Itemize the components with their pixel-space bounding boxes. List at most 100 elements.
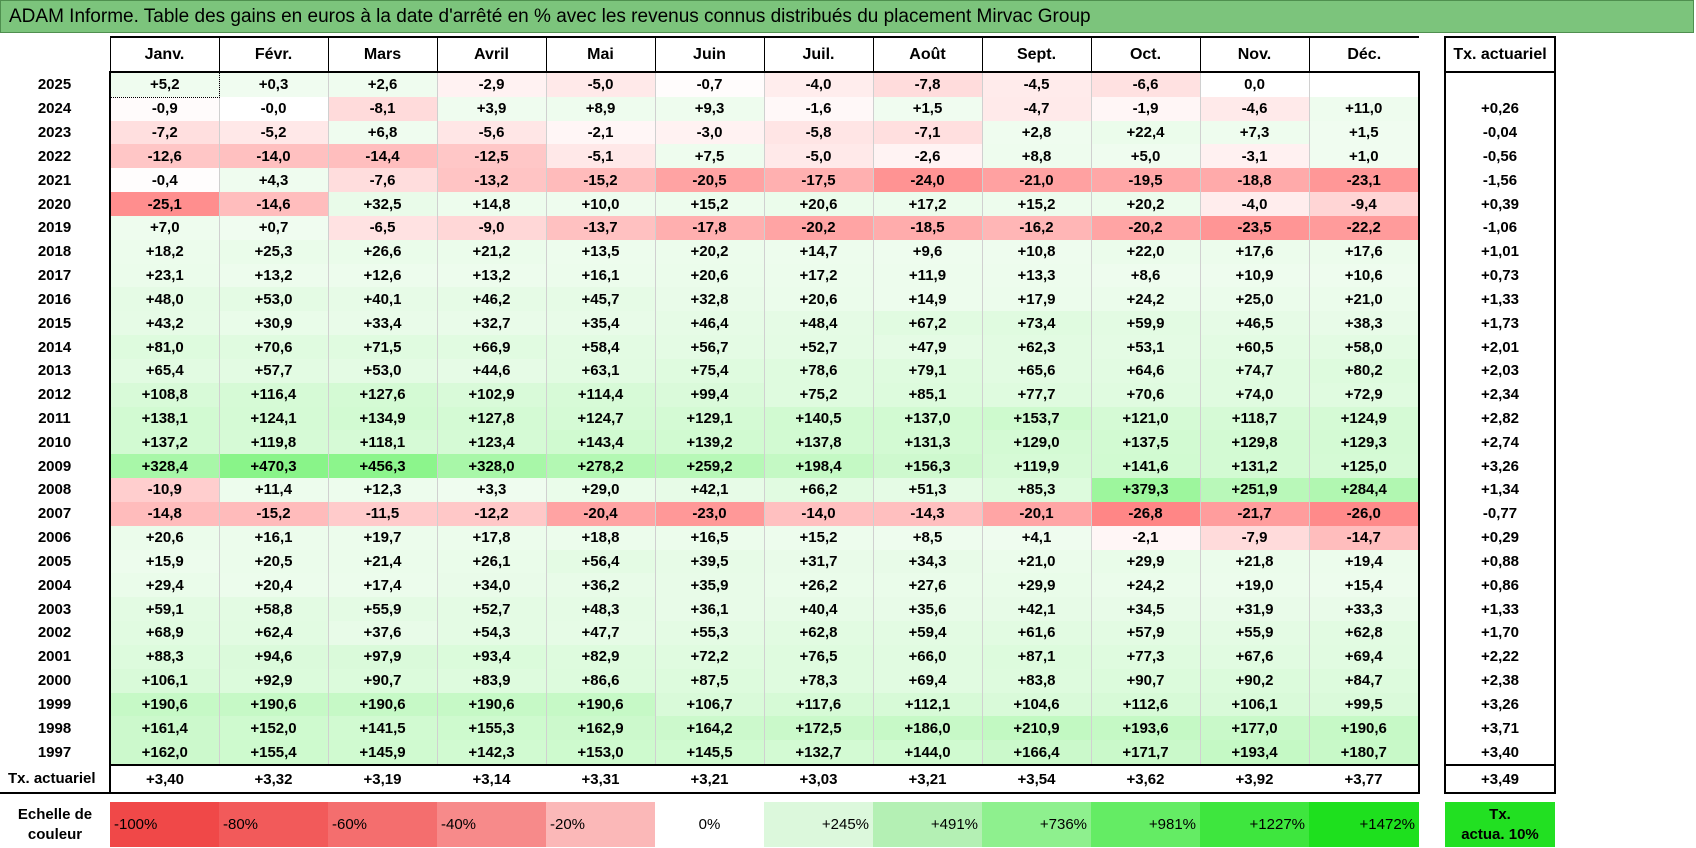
tx-cell: -1,06 bbox=[1444, 215, 1556, 240]
value-cell: +32,5 bbox=[328, 192, 438, 216]
value-cell: +36,1 bbox=[655, 597, 765, 622]
value-cell: +69,4 bbox=[1309, 644, 1420, 669]
tx-cell: +1,33 bbox=[1444, 287, 1556, 312]
year-label: 2023 bbox=[37, 124, 72, 142]
value-cell: +78,6 bbox=[764, 358, 874, 383]
month-header-11: Déc. bbox=[1308, 36, 1419, 73]
value-cell: +20,2 bbox=[655, 239, 765, 264]
value-cell: +94,6 bbox=[219, 644, 329, 669]
tx-row-total: +3,49 bbox=[1444, 765, 1556, 795]
value-cell: +15,2 bbox=[655, 192, 765, 216]
value-cell: +19,4 bbox=[1309, 549, 1420, 574]
tx-row-value: +3,03 bbox=[764, 765, 873, 795]
value-cell: +62,3 bbox=[982, 335, 1092, 359]
value-cell: +14,9 bbox=[873, 287, 983, 312]
year-label: 1999 bbox=[37, 695, 72, 713]
value-cell: -20,4 bbox=[546, 501, 656, 526]
value-cell: +10,6 bbox=[1309, 263, 1420, 288]
value-cell: +75,4 bbox=[655, 358, 765, 383]
value-cell: +93,4 bbox=[437, 644, 547, 669]
tx-cell: -0,04 bbox=[1444, 120, 1556, 145]
value-cell: +152,0 bbox=[219, 716, 329, 741]
value-cell: +57,7 bbox=[219, 358, 329, 383]
value-cell: +59,9 bbox=[1091, 311, 1201, 336]
value-cell: +20,6 bbox=[655, 263, 765, 288]
value-cell: +8,5 bbox=[873, 525, 983, 550]
value-cell: +116,4 bbox=[219, 382, 329, 407]
value-cell: +5,2 bbox=[109, 71, 220, 98]
value-cell: +65,6 bbox=[982, 358, 1092, 383]
value-cell: -2,6 bbox=[873, 144, 983, 169]
tx-row-value: +3,19 bbox=[328, 765, 437, 795]
value-cell: +141,6 bbox=[1091, 454, 1201, 479]
value-cell: +1,5 bbox=[1309, 120, 1420, 145]
scale-swatch: -100% bbox=[110, 802, 219, 848]
value-cell: -5,2 bbox=[219, 120, 329, 145]
value-cell: +190,6 bbox=[219, 692, 329, 717]
year-label: 1998 bbox=[37, 719, 72, 737]
spacer bbox=[1419, 692, 1445, 717]
spacer bbox=[1419, 597, 1445, 622]
value-cell: +6,8 bbox=[328, 120, 438, 145]
value-cell: -15,2 bbox=[219, 501, 329, 526]
scale-swatch: -40% bbox=[437, 802, 546, 848]
value-cell: +35,4 bbox=[546, 311, 656, 336]
table-row: 2023 -7,2 -5,2 +6,8 -5,6 -2,1 -3,0 -5,8 -7,1 +2,8… bbox=[0, 120, 1556, 145]
value-cell: +48,4 bbox=[764, 311, 874, 336]
year-label: 1997 bbox=[37, 744, 72, 762]
value-cell: +155,4 bbox=[219, 740, 329, 767]
value-cell: +79,1 bbox=[873, 358, 983, 383]
value-cell: -2,1 bbox=[546, 120, 656, 145]
value-cell: +62,8 bbox=[1309, 621, 1420, 645]
value-cell: +66,9 bbox=[437, 335, 547, 359]
value-cell: +20,2 bbox=[1091, 192, 1201, 216]
value-cell: +9,3 bbox=[655, 96, 765, 121]
value-cell: +35,9 bbox=[655, 573, 765, 598]
value-cell: +14,8 bbox=[437, 192, 547, 216]
tx-cell: +1,34 bbox=[1444, 478, 1556, 502]
value-cell: +142,3 bbox=[437, 740, 547, 767]
value-cell: -5,1 bbox=[546, 144, 656, 169]
value-cell: +4,1 bbox=[982, 525, 1092, 550]
value-cell: +84,7 bbox=[1309, 668, 1420, 693]
value-cell: +137,5 bbox=[1091, 430, 1201, 455]
value-cell: +58,0 bbox=[1309, 335, 1420, 359]
value-cell: -6,6 bbox=[1091, 72, 1201, 97]
value-cell: +90,7 bbox=[1091, 668, 1201, 693]
value-cell: +33,4 bbox=[328, 311, 438, 336]
value-cell: +48,0 bbox=[109, 287, 220, 312]
value-cell: +55,9 bbox=[1200, 621, 1310, 645]
value-cell: +99,4 bbox=[655, 382, 765, 407]
value-cell: +132,7 bbox=[764, 740, 874, 767]
scale-label-line1: Echelle de bbox=[17, 805, 93, 823]
value-cell: +17,2 bbox=[764, 263, 874, 288]
value-cell: +81,0 bbox=[109, 335, 220, 359]
tx-header: Tx. actuariel bbox=[1444, 36, 1556, 73]
value-cell: +60,5 bbox=[1200, 335, 1310, 359]
tx-cell: +2,82 bbox=[1444, 406, 1556, 431]
value-cell: +32,8 bbox=[655, 287, 765, 312]
value-cell: +68,9 bbox=[109, 621, 220, 645]
value-cell: -24,0 bbox=[873, 168, 983, 193]
value-cell: -13,7 bbox=[546, 215, 656, 240]
value-cell: +55,9 bbox=[328, 597, 438, 622]
value-cell: +75,2 bbox=[764, 382, 874, 407]
value-cell: +21,8 bbox=[1200, 549, 1310, 574]
value-cell: +20,6 bbox=[764, 192, 874, 216]
value-cell: -20,2 bbox=[764, 215, 874, 240]
year-label: 2006 bbox=[37, 529, 72, 547]
table-row: 2019 +7,0 +0,7 -6,5 -9,0 -13,7 -17,8 -20,2 -18,5… bbox=[0, 215, 1556, 240]
value-cell: +190,6 bbox=[437, 692, 547, 717]
value-cell: -22,2 bbox=[1309, 215, 1420, 240]
value-cell: +118,7 bbox=[1200, 406, 1310, 431]
spacer bbox=[1419, 430, 1445, 455]
scale-swatch: -20% bbox=[546, 802, 655, 848]
value-cell: +29,9 bbox=[982, 573, 1092, 598]
value-cell: +7,0 bbox=[109, 215, 220, 240]
value-cell: +26,1 bbox=[437, 549, 547, 574]
value-cell: +24,2 bbox=[1091, 287, 1201, 312]
scale-label: Echelle de couleur bbox=[0, 802, 110, 847]
value-cell: +143,4 bbox=[546, 430, 656, 455]
tx-cell: +3,26 bbox=[1444, 692, 1556, 717]
value-cell: -23,5 bbox=[1200, 215, 1310, 240]
